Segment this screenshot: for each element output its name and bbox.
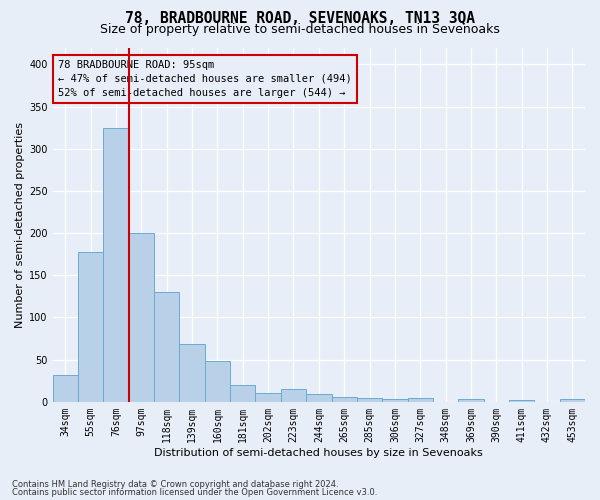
Text: 78, BRADBOURNE ROAD, SEVENOAKS, TN13 3QA: 78, BRADBOURNE ROAD, SEVENOAKS, TN13 3QA — [125, 11, 475, 26]
Bar — [382, 400, 407, 402]
Bar — [103, 128, 129, 402]
Bar — [205, 362, 230, 402]
Bar — [357, 398, 382, 402]
Bar — [154, 292, 179, 402]
Y-axis label: Number of semi-detached properties: Number of semi-detached properties — [15, 122, 25, 328]
Bar — [407, 398, 433, 402]
Bar — [179, 344, 205, 402]
Bar — [281, 389, 306, 402]
Bar — [230, 385, 256, 402]
Bar — [256, 392, 281, 402]
Bar — [458, 400, 484, 402]
Text: Contains HM Land Registry data © Crown copyright and database right 2024.: Contains HM Land Registry data © Crown c… — [12, 480, 338, 489]
Bar — [129, 233, 154, 402]
Text: Size of property relative to semi-detached houses in Sevenoaks: Size of property relative to semi-detach… — [100, 22, 500, 36]
Bar — [509, 400, 535, 402]
Text: 78 BRADBOURNE ROAD: 95sqm
← 47% of semi-detached houses are smaller (494)
52% of: 78 BRADBOURNE ROAD: 95sqm ← 47% of semi-… — [58, 60, 352, 98]
Bar — [53, 375, 78, 402]
Bar — [306, 394, 332, 402]
Bar — [560, 400, 585, 402]
Text: Contains public sector information licensed under the Open Government Licence v3: Contains public sector information licen… — [12, 488, 377, 497]
Bar — [332, 397, 357, 402]
Bar — [78, 252, 103, 402]
X-axis label: Distribution of semi-detached houses by size in Sevenoaks: Distribution of semi-detached houses by … — [154, 448, 483, 458]
